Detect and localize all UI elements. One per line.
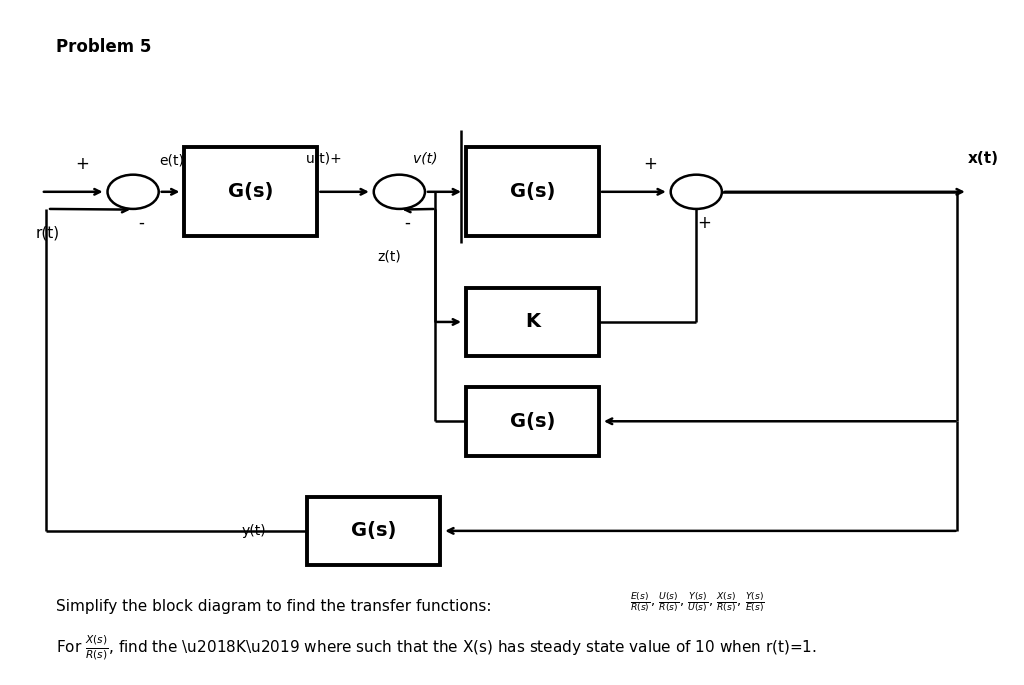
Bar [307,497,440,565]
Text: $\frac{E(s)}{R(s)}$, $\frac{U(s)}{R(s)}$, $\frac{Y(s)}{U(s)}$, $\frac{X(s)}{R(s): $\frac{E(s)}{R(s)}$, $\frac{U(s)}{R(s)}$… [630,590,765,615]
Text: -: - [404,214,411,232]
Circle shape [108,175,159,209]
Text: G(s): G(s) [228,182,273,201]
Bar [466,288,599,356]
Text: r(t): r(t) [36,225,60,240]
Text: G(s): G(s) [351,521,396,540]
Text: Problem 5: Problem 5 [56,38,152,55]
Circle shape [671,175,722,209]
Text: v(t): v(t) [413,152,437,166]
Text: e(t): e(t) [159,154,184,168]
Text: Simplify the block diagram to find the transfer functions:: Simplify the block diagram to find the t… [56,599,502,614]
Bar [184,147,317,236]
Text: u(t)+: u(t)+ [306,152,343,166]
Text: K: K [525,312,540,332]
Bar [466,387,599,456]
Text: x(t): x(t) [968,151,998,166]
Text: +: + [643,155,657,173]
Text: For $\frac{X(s)}{R(s)}$, find the \u2018K\u2019 where such that the X(s) has ste: For $\frac{X(s)}{R(s)}$, find the \u2018… [56,633,817,662]
Text: G(s): G(s) [510,182,555,201]
Text: +: + [75,155,89,173]
Text: -: - [138,214,144,232]
Text: z(t): z(t) [377,250,401,264]
Circle shape [374,175,425,209]
Text: y(t): y(t) [242,524,266,538]
Text: G(s): G(s) [510,412,555,431]
Text: +: + [697,214,712,232]
Bar [466,147,599,236]
